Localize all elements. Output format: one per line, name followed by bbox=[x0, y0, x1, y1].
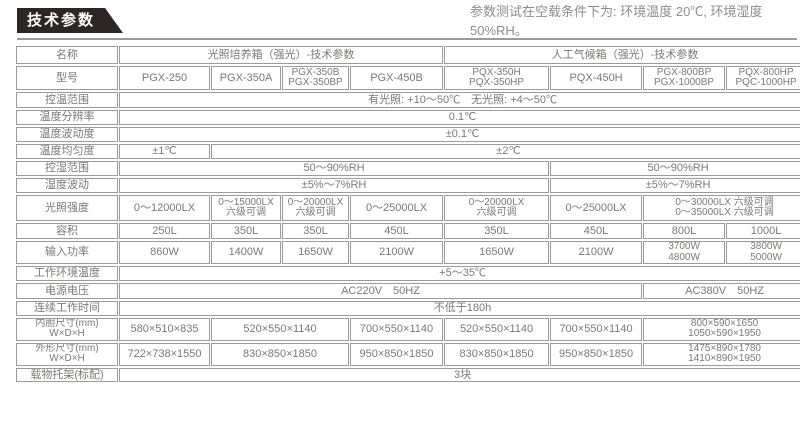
row-label: 光照强度 bbox=[16, 195, 118, 221]
table-row: 外形尺寸(mm) W×D×H 722×738×1550 830×850×1850… bbox=[16, 342, 800, 366]
spec-cell: 光照培养箱（强光）-技术参数 bbox=[119, 46, 444, 64]
row-label: 输入功率 bbox=[16, 241, 118, 264]
spec-cell: 1400W bbox=[211, 241, 281, 264]
model-cell: PGX-350B PGX-350BP bbox=[282, 66, 349, 90]
table-row: 电源电压 AC220V 50HZ AC380V 50HZ bbox=[16, 283, 800, 299]
row-label: 温度分辨率 bbox=[16, 110, 118, 125]
spec-cell: 0～30000LX 六级可调 0～35000LX 六级可调 bbox=[643, 195, 800, 221]
spec-cell: 有光照: +10～50℃ 无光照: +4～50℃ bbox=[119, 92, 800, 108]
row-label: 连续工作时间 bbox=[16, 301, 118, 316]
spec-cell: 50～90%RH bbox=[119, 161, 550, 176]
spec-cell: 3块 bbox=[119, 367, 800, 383]
section-title-badge: 技术参数 bbox=[17, 8, 123, 33]
row-label: 温度波动度 bbox=[16, 127, 118, 142]
spec-cell: 520×550×1140 bbox=[444, 317, 550, 341]
row-label: 外形尺寸(mm) W×D×H bbox=[16, 342, 118, 366]
table-row: 型号 PGX-250 PGX-350A PGX-350B PGX-350BP P… bbox=[16, 66, 800, 90]
spec-cell: 722×738×1550 bbox=[119, 342, 210, 366]
spec-cell: 2100W bbox=[550, 241, 643, 264]
spec-cell: 700×550×1140 bbox=[550, 317, 643, 341]
model-cell: PQX-450H bbox=[550, 66, 643, 90]
spec-cell: 800L bbox=[643, 223, 726, 239]
spec-cell: 2100W bbox=[350, 241, 444, 264]
table-row: 载物托架(标配) 3块 bbox=[16, 367, 800, 383]
spec-cell: 950×850×1850 bbox=[350, 342, 444, 366]
spec-cell: +5～35℃ bbox=[119, 266, 800, 281]
spec-cell: 0.1℃ bbox=[119, 110, 800, 125]
spec-cell: ±5%～7%RH bbox=[550, 178, 800, 193]
table-row: 光照强度 0～12000LX 0～15000LX 六级可调 0～20000LX … bbox=[16, 195, 800, 221]
spec-cell: ±5%～7%RH bbox=[119, 178, 550, 193]
spec-cell: 1000L bbox=[726, 223, 800, 239]
table-row: 温度波动度 ±0.1℃ bbox=[16, 127, 800, 142]
table-row: 湿度波动 ±5%～7%RH ±5%～7%RH bbox=[16, 178, 800, 193]
row-label: 湿度波动 bbox=[16, 178, 118, 193]
table-row: 输入功率 860W 1400W 1650W 2100W 1650W 2100W … bbox=[16, 241, 800, 264]
row-label: 电源电压 bbox=[16, 283, 118, 299]
model-cell: PGX-800BP PGX-1000BP bbox=[643, 66, 726, 90]
spec-cell: 860W bbox=[119, 241, 210, 264]
spec-cell: 0～20000LX 六级可调 bbox=[444, 195, 550, 221]
spec-cell: AC380V 50HZ bbox=[643, 283, 800, 299]
row-label: 内胆尺寸(mm) W×D×H bbox=[16, 317, 118, 341]
table-row: 控湿范围 50～90%RH 50～90%RH bbox=[16, 161, 800, 176]
model-cell: PGX-350A bbox=[211, 66, 281, 90]
spec-cell: ±1℃ bbox=[119, 144, 210, 159]
table-row: 温度均匀度 ±1℃ ±2℃ bbox=[16, 144, 800, 159]
spec-cell: 250L bbox=[119, 223, 210, 239]
row-label: 容积 bbox=[16, 223, 118, 239]
spec-cell: 3700W 4800W bbox=[643, 241, 726, 264]
spec-table: 名称 光照培养箱（强光）-技术参数 人工气候箱（强光）-技术参数 型号 PGX-… bbox=[15, 44, 800, 384]
spec-cell: 350L bbox=[211, 223, 281, 239]
model-cell: PQX-350H PQX-350HP bbox=[444, 66, 550, 90]
table-row: 温度分辨率 0.1℃ bbox=[16, 110, 800, 125]
spec-cell: ±2℃ bbox=[211, 144, 800, 159]
row-label: 工作环境温度 bbox=[16, 266, 118, 281]
header-divider bbox=[17, 38, 797, 40]
spec-cell: 350L bbox=[282, 223, 349, 239]
row-label: 控湿范围 bbox=[16, 161, 118, 176]
spec-cell: 0～15000LX 六级可调 bbox=[211, 195, 281, 221]
model-cell: PQX-800HP PQC-1000HP bbox=[726, 66, 800, 90]
spec-cell: 1475×890×1780 1410×890×1950 bbox=[643, 342, 800, 366]
table-row: 连续工作时间 不低于180h bbox=[16, 301, 800, 316]
spec-cell: 800×590×1650 1050×590×1950 bbox=[643, 317, 800, 341]
row-label: 名称 bbox=[16, 46, 118, 64]
table-row: 名称 光照培养箱（强光）-技术参数 人工气候箱（强光）-技术参数 bbox=[16, 46, 800, 64]
spec-cell: 450L bbox=[550, 223, 643, 239]
spec-cell: 0～25000LX bbox=[350, 195, 444, 221]
spec-cell: 830×850×1850 bbox=[444, 342, 550, 366]
spec-cell: 1650W bbox=[282, 241, 349, 264]
spec-cell: 830×850×1850 bbox=[211, 342, 349, 366]
spec-cell: 700×550×1140 bbox=[350, 317, 444, 341]
model-cell: PGX-450B bbox=[350, 66, 444, 90]
spec-cell: 50～90%RH bbox=[550, 161, 800, 176]
row-label: 型号 bbox=[16, 66, 118, 90]
spec-cell: 580×510×835 bbox=[119, 317, 210, 341]
row-label: 载物托架(标配) bbox=[16, 367, 118, 383]
row-label: 控温范围 bbox=[16, 92, 118, 108]
spec-cell: 不低于180h bbox=[119, 301, 800, 316]
table-row: 容积 250L 350L 350L 450L 350L 450L 800L 10… bbox=[16, 223, 800, 239]
spec-cell: 950×850×1850 bbox=[550, 342, 643, 366]
spec-cell: 520×550×1140 bbox=[211, 317, 349, 341]
spec-cell: 0～12000LX bbox=[119, 195, 210, 221]
row-label: 温度均匀度 bbox=[16, 144, 118, 159]
test-conditions-note: 参数测试在空载条件下为: 环境温度 20℃, 环境湿度 50%RH。 bbox=[470, 4, 763, 38]
model-cell: PGX-250 bbox=[119, 66, 210, 90]
table-row: 工作环境温度 +5～35℃ bbox=[16, 266, 800, 281]
spec-cell: 人工气候箱（强光）-技术参数 bbox=[444, 46, 800, 64]
spec-cell: 0～20000LX 六级可调 bbox=[282, 195, 349, 221]
spec-cell: 350L bbox=[444, 223, 550, 239]
spec-cell: 3800W 5000W bbox=[726, 241, 800, 264]
spec-cell: AC220V 50HZ bbox=[119, 283, 643, 299]
spec-cell: 450L bbox=[350, 223, 444, 239]
table-row: 内胆尺寸(mm) W×D×H 580×510×835 520×550×1140 … bbox=[16, 317, 800, 341]
spec-cell: 1650W bbox=[444, 241, 550, 264]
table-row: 控温范围 有光照: +10～50℃ 无光照: +4～50℃ bbox=[16, 92, 800, 108]
spec-cell: ±0.1℃ bbox=[119, 127, 800, 142]
spec-cell: 0～25000LX bbox=[550, 195, 643, 221]
